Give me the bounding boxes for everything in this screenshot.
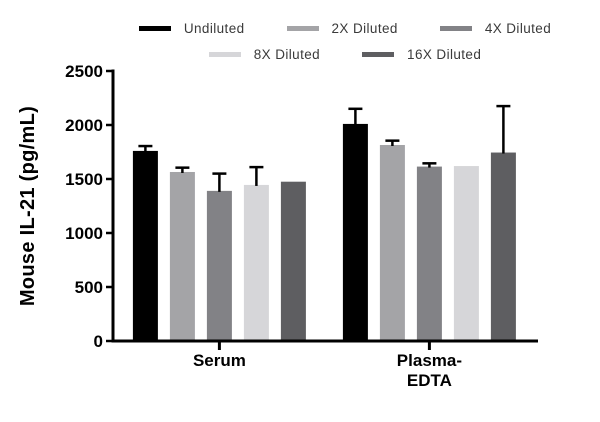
y-tick-label-0: 0: [94, 332, 103, 351]
bar-plasma-edta-undiluted: [342, 123, 368, 341]
chart-legend: Undiluted 2X Diluted 4X Diluted 8X Diluted…: [95, 21, 595, 62]
legend-label: Undiluted: [183, 21, 245, 36]
bar-serum-4x-diluted: [206, 190, 232, 341]
legend-label: 16X Diluted: [407, 47, 482, 62]
legend-swatch-2x-diluted: [286, 26, 319, 31]
bar-serum-8x-diluted: [243, 184, 269, 341]
y-tick-label-1500: 1500: [65, 170, 103, 189]
x-category-label-plasma-edta-line2: EDTA: [407, 371, 452, 390]
legend-row-1: Undiluted 2X Diluted 4X Diluted: [138, 21, 552, 36]
legend-item-16x-diluted: 16X Diluted: [362, 47, 481, 62]
legend-swatch-undiluted: [138, 26, 171, 31]
bar-serum-2x-diluted: [169, 171, 195, 341]
legend-item-undiluted: Undiluted: [138, 21, 245, 36]
legend-row-2: 8X Diluted 16X Diluted: [208, 47, 482, 62]
bar-plasma-edta-8x-diluted: [453, 166, 479, 341]
y-tick-label-2000: 2000: [65, 116, 103, 135]
y-tick-label-500: 500: [75, 278, 103, 297]
bar-serum-16x-diluted: [280, 181, 306, 341]
legend-label: 4X Diluted: [484, 21, 552, 36]
x-category-label-serum: Serum: [193, 351, 246, 370]
legend-swatch-16x-diluted: [362, 52, 395, 57]
legend-swatch-4x-diluted: [439, 26, 472, 31]
bar-serum-undiluted: [132, 150, 158, 341]
bar-plasma-edta-2x-diluted: [379, 144, 405, 341]
legend-swatch-8x-diluted: [208, 52, 241, 57]
legend-label: 2X Diluted: [331, 21, 398, 36]
legend-item-4x-diluted: 4X Diluted: [439, 21, 552, 36]
bar-plasma-edta-4x-diluted: [416, 166, 442, 341]
y-tick-label-2500: 2500: [65, 62, 103, 81]
legend-item-8x-diluted: 8X Diluted: [208, 47, 321, 62]
bar-plasma-edta-16x-diluted: [490, 152, 516, 341]
y-tick-label-1000: 1000: [65, 224, 103, 243]
legend-label: 8X Diluted: [253, 47, 321, 62]
legend-item-2x-diluted: 2X Diluted: [286, 21, 398, 36]
x-category-label-plasma-edta-line1: Plasma-: [397, 351, 462, 370]
